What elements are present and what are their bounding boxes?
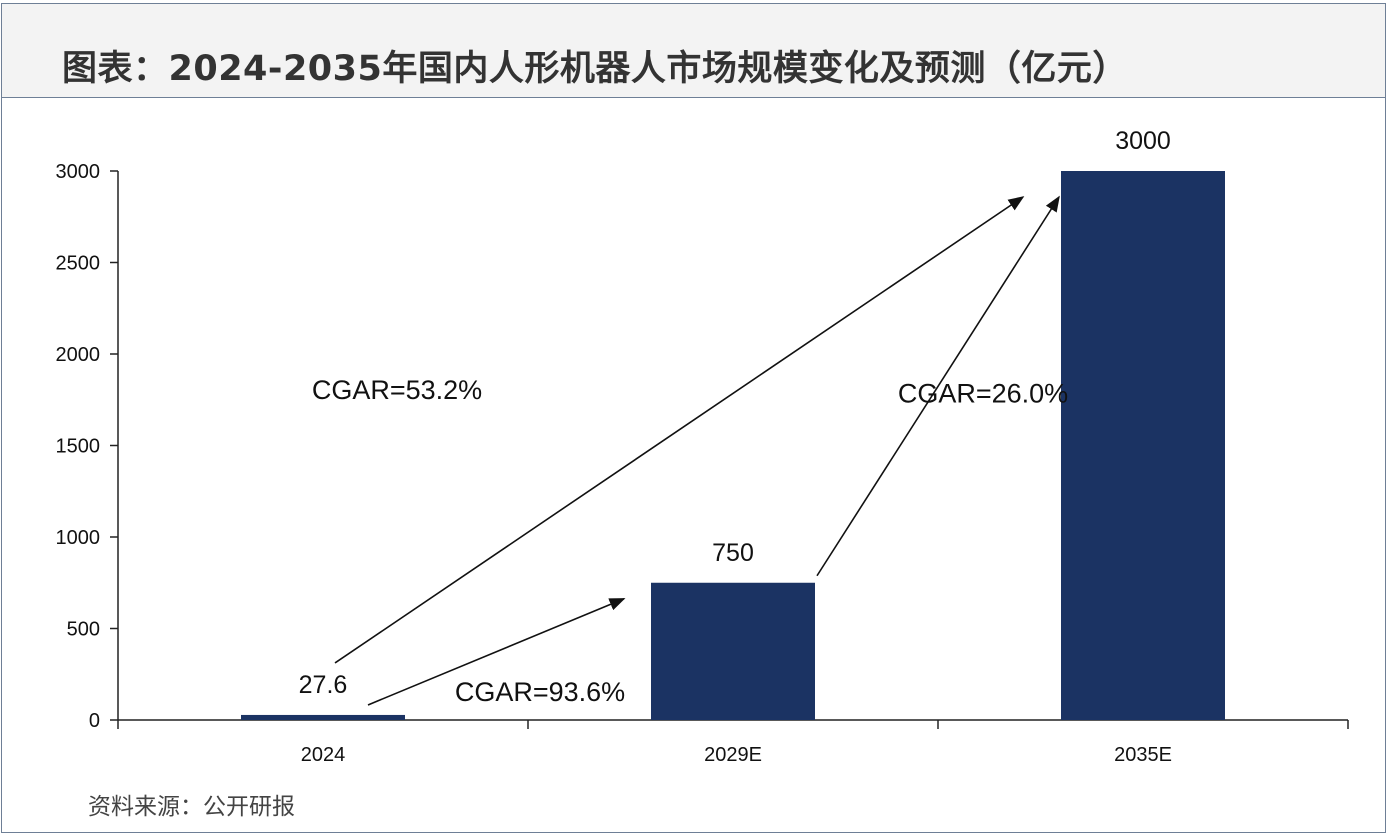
y-tick-label: 0 xyxy=(89,710,100,732)
y-axis: 0 500 1000 1500 2000 2500 3000 xyxy=(56,161,119,732)
chart-title: 图表：2024-2035年国内人形机器人市场规模变化及预测（亿元） xyxy=(62,49,1128,89)
y-tick-label: 2500 xyxy=(56,253,101,275)
growth-label: CGAR=26.0% xyxy=(898,378,1068,408)
data-labels: 27.6 750 3000 xyxy=(299,127,1171,699)
x-tick-label: 2029E xyxy=(704,744,762,766)
x-tick-label: 2024 xyxy=(301,744,346,766)
y-tick-label: 1000 xyxy=(56,527,101,549)
bar-2035E xyxy=(1061,171,1225,720)
bar-2024 xyxy=(241,714,405,720)
growth-annotations: CGAR=53.2% CGAR=93.6% CGAR=26.0% xyxy=(312,195,1068,707)
growth-label: CGAR=53.2% xyxy=(312,375,482,405)
y-tick-label: 2000 xyxy=(56,344,101,366)
growth-arrow xyxy=(367,598,626,706)
data-label: 750 xyxy=(712,539,754,567)
bar-2029E xyxy=(651,582,815,720)
y-tick-label: 1500 xyxy=(56,436,101,458)
growth-arrow xyxy=(334,196,1025,664)
bars xyxy=(241,171,1225,720)
source-note: 资料来源：公开研报 xyxy=(88,794,295,820)
x-tick-label: 2035E xyxy=(1114,744,1172,766)
title-bar: 图表：2024-2035年国内人形机器人市场规模变化及预测（亿元） xyxy=(2,4,1385,98)
data-label: 3000 xyxy=(1115,127,1171,155)
growth-arrow xyxy=(816,195,1060,577)
data-label: 27.6 xyxy=(299,671,348,699)
growth-label: CGAR=93.6% xyxy=(455,677,625,707)
x-axis: 2024 2029E 2035E xyxy=(117,719,1349,766)
y-tick-label: 500 xyxy=(67,619,100,641)
y-tick-label: 3000 xyxy=(56,161,101,183)
